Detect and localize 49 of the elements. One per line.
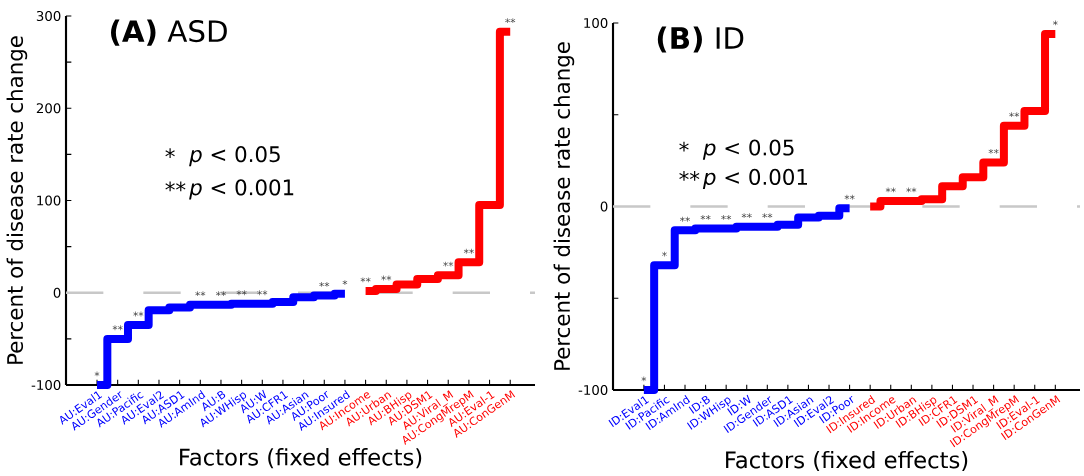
y-tick-label: 300: [36, 10, 61, 22]
annotation: **: [443, 261, 454, 267]
annotation: p < 0.05: [189, 146, 280, 167]
annotation: **: [195, 291, 206, 297]
y-axis-title: Percent of disease rate change: [6, 36, 28, 364]
annotation: *: [165, 148, 175, 159]
annotation: **: [988, 148, 999, 154]
chart-title: (B) ID: [657, 26, 744, 53]
annotation: *: [679, 141, 689, 152]
annotation: **: [906, 187, 917, 193]
y-tick-label: 100: [584, 17, 608, 29]
annotation: *: [641, 376, 647, 382]
y-axis-title: Percent of disease rate change: [553, 42, 575, 370]
y-tick-label: -100: [31, 379, 61, 391]
annotation: p < 0.001: [702, 168, 807, 190]
y-tick-label: 0: [53, 287, 61, 298]
annotation: *: [342, 280, 348, 286]
annotation: **: [844, 194, 855, 200]
annotation: **: [679, 171, 700, 181]
annotation: **: [215, 291, 226, 297]
x-axis-title: Factors (fixed effects): [726, 450, 968, 472]
annotation: **: [741, 213, 752, 219]
annotation: **: [1009, 112, 1020, 118]
annotation: **: [463, 248, 474, 254]
annotation: **: [679, 216, 691, 222]
annotation: *: [662, 251, 667, 257]
chart-title: (A) ASD: [111, 19, 227, 46]
x-axis-title: Factors (fixed effects): [180, 448, 422, 469]
annotation: **: [236, 290, 247, 296]
y-tick-label: 0: [600, 201, 608, 212]
annotation: **: [112, 325, 123, 331]
annotation: p < 0.001: [189, 179, 294, 200]
annotation: **: [257, 290, 268, 296]
annotation: **: [133, 311, 144, 317]
annotation: p < 0.05: [702, 139, 794, 160]
y-tick-label: 100: [37, 195, 61, 206]
annotation: **: [700, 215, 711, 220]
y-tick-label: -100: [578, 384, 608, 396]
annotation: **: [165, 181, 186, 192]
annotation: **: [885, 187, 896, 193]
annotation: **: [381, 275, 392, 281]
annotation: **: [762, 213, 773, 219]
annotation: **: [505, 18, 516, 24]
annotation: *: [94, 371, 100, 377]
annotation: **: [360, 277, 371, 283]
annotation: *: [1052, 20, 1058, 26]
y-tick-label: 200: [36, 103, 61, 114]
annotation: **: [319, 281, 330, 287]
annotation: **: [721, 215, 732, 220]
